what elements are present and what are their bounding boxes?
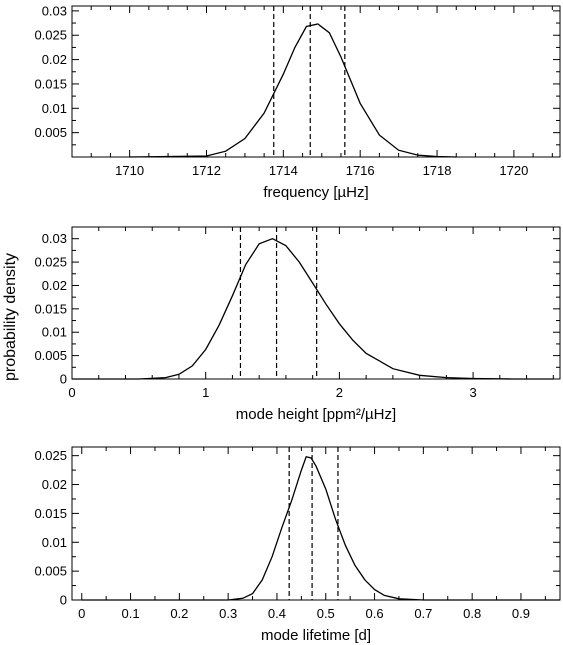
- x-tick-label: 0.6: [366, 606, 384, 621]
- x-tick-label: 0.3: [219, 606, 237, 621]
- x-tick-label: 1710: [115, 163, 144, 178]
- y-axis-label: probability density: [2, 253, 19, 381]
- y-tick-label: 0.02: [42, 477, 67, 492]
- density-curve: [72, 237, 554, 380]
- x-tick-label: 0: [78, 606, 85, 621]
- y-tick-label: 0.005: [34, 564, 67, 579]
- density-curve: [81, 456, 560, 601]
- y-tick-label: 0.01: [42, 101, 67, 116]
- x-tick-label: 0.1: [122, 606, 140, 621]
- x-tick-label: 1712: [192, 163, 221, 178]
- x-axis-label: mode lifetime [d]: [261, 627, 371, 644]
- density-curve: [129, 23, 457, 158]
- x-tick-label: 0: [68, 385, 75, 400]
- x-tick-label: 0.4: [268, 606, 286, 621]
- x-tick-label: 0.9: [512, 606, 530, 621]
- x-tick-label: 1714: [269, 163, 298, 178]
- y-tick-label: 0.005: [34, 348, 67, 363]
- x-tick-label: 1716: [346, 163, 375, 178]
- plot-frame: [71, 226, 561, 380]
- x-tick-label: 0.8: [463, 606, 481, 621]
- x-axis-label: mode height [ppm²/µHz]: [236, 406, 396, 423]
- x-tick-label: 0.7: [414, 606, 432, 621]
- y-tick-label: 0.03: [42, 3, 67, 18]
- x-tick-label: 1718: [423, 163, 452, 178]
- y-tick-label: 0: [60, 593, 67, 608]
- plot-frame: [71, 446, 561, 601]
- y-tick-label: 0.015: [34, 76, 67, 91]
- chart-panel-1: 1710 1712 1714 1716 1718 1720 0.005 0.01 0.015 0.…: [34, 3, 561, 201]
- chart-panels: 1710 1712 1714 1716 1718 1720 0.005 0.01 0.015 0.…: [34, 3, 561, 644]
- y-tick-label: 0.02: [42, 278, 67, 293]
- x-tick-label: 0.5: [317, 606, 335, 621]
- x-axis-label: frequency [µHz]: [263, 184, 368, 201]
- x-tick-label: 3: [469, 385, 476, 400]
- y-tick-label: 0.01: [42, 535, 67, 550]
- y-tick-label: 0.025: [34, 448, 67, 463]
- y-tick-label: 0.02: [42, 52, 67, 67]
- y-tick-label: 0.03: [42, 231, 67, 246]
- x-tick-label: 1: [202, 385, 209, 400]
- y-tick-label: 0.005: [34, 125, 67, 140]
- y-tick-label: 0.015: [34, 301, 67, 316]
- chart-panel-2: 0 1 2 3 0 0.005 0.01 0.015 0.02 0.025 0.03 mode hei…: [34, 226, 561, 423]
- y-tick-label: 0.015: [34, 506, 67, 521]
- x-tick-label: 0.2: [170, 606, 188, 621]
- y-tick-label: 0.025: [34, 255, 67, 270]
- x-tick-label: 1720: [499, 163, 528, 178]
- chart-panel-3: 0 0.1 0.2 0.3 0.4 0.5 0.6 0.7 0.8 0.9 0 0.005 0.01 0.…: [34, 446, 561, 644]
- x-tick-label: 2: [336, 385, 343, 400]
- y-tick-label: 0.025: [34, 28, 67, 43]
- y-tick-label: 0.01: [42, 325, 67, 340]
- plot-frame: [71, 5, 561, 158]
- y-tick-label: 0: [60, 372, 67, 387]
